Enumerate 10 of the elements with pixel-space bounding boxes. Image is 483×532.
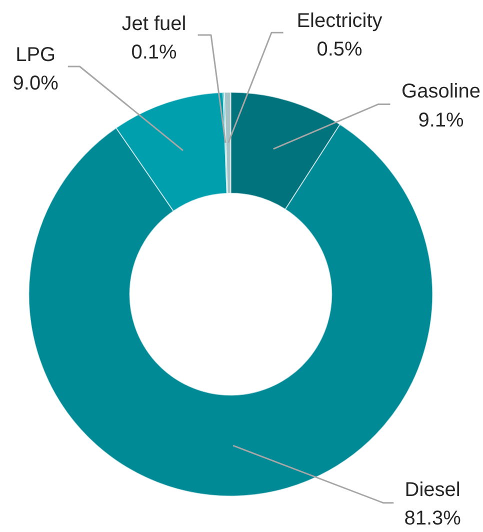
- slice-label: LPG: [16, 44, 56, 66]
- slice-label: Jet fuel: [122, 13, 186, 35]
- data-label: 9.0%: [12, 72, 59, 95]
- slice-label: Electricity: [296, 10, 382, 32]
- data-label: 9.1%: [418, 109, 464, 132]
- slice-label: Gasoline: [402, 80, 480, 103]
- slice-label: Diesel: [404, 479, 460, 501]
- data-label: 0.1%: [131, 42, 178, 64]
- data-label: 0.5%: [316, 38, 363, 61]
- data-label: 81.3%: [404, 508, 462, 530]
